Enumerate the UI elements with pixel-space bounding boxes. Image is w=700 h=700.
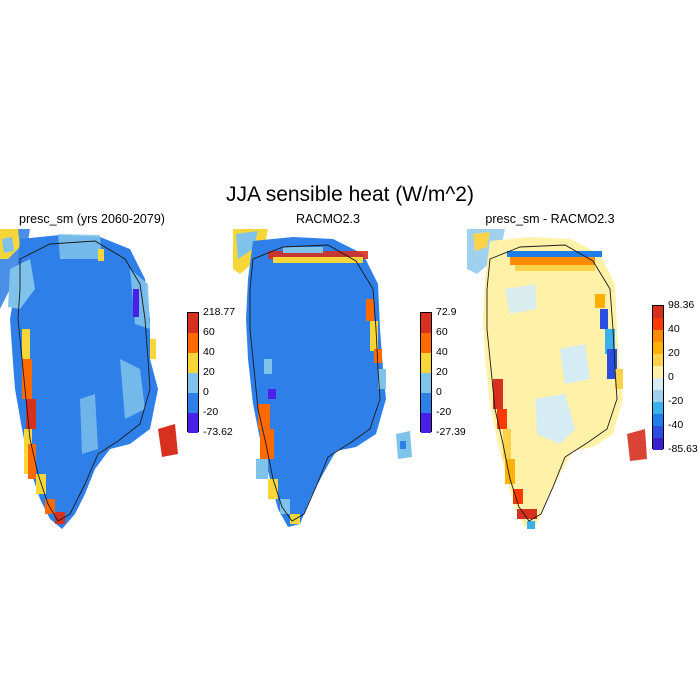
colorbar-tick-label: 218.77 bbox=[203, 306, 236, 318]
colorbar-segment bbox=[188, 333, 198, 353]
greenland-map bbox=[0, 229, 178, 529]
colorbar-tick-label: 40 bbox=[203, 346, 215, 358]
colorbar-tick-label: 0 bbox=[668, 371, 674, 383]
greenland-map bbox=[467, 229, 647, 529]
colorbar-segment bbox=[653, 402, 663, 414]
colorbar-tick-label: 20 bbox=[436, 366, 448, 378]
colorbar-segment bbox=[653, 426, 663, 438]
colorbar-tick-label: -27.39 bbox=[436, 426, 466, 438]
panel-title: presc_sm (yrs 2060-2079) bbox=[19, 212, 165, 226]
colorbar-tick-label: -73.62 bbox=[203, 426, 233, 438]
colorbar-tick-label: -20 bbox=[668, 395, 684, 407]
colorbar-swatches bbox=[187, 312, 199, 433]
colorbar-swatches bbox=[652, 305, 664, 450]
colorbar-tick-label: -20 bbox=[436, 406, 452, 418]
colorbar-segment bbox=[653, 354, 663, 366]
colorbar-tick-label: 40 bbox=[668, 323, 680, 335]
colorbar-tick-label: 60 bbox=[203, 326, 215, 338]
colorbar-tick-label: 0 bbox=[436, 386, 442, 398]
ice-sheet-region bbox=[10, 235, 158, 529]
colorbar-tick-label: 20 bbox=[668, 347, 680, 359]
colorbar-segment bbox=[653, 414, 663, 426]
colorbar-segment bbox=[653, 366, 663, 378]
map-panel-difference: presc_sm - RACMO2.3 bbox=[465, 212, 665, 532]
colorbar-segment bbox=[653, 378, 663, 390]
colorbar-tick-label: -20 bbox=[203, 406, 219, 418]
colorbar-segment bbox=[653, 318, 663, 330]
colorbar-segment bbox=[188, 353, 198, 373]
colorbar-segment bbox=[421, 393, 431, 413]
colorbar-tick-label: 40 bbox=[436, 346, 448, 358]
colorbar-segment bbox=[188, 313, 198, 333]
colorbar-tick-label: 0 bbox=[203, 386, 209, 398]
colorbar-tick-label: -85.63 bbox=[668, 443, 698, 455]
panel-title: RACMO2.3 bbox=[296, 212, 360, 226]
colorbar-segment bbox=[653, 330, 663, 342]
colorbar-segment bbox=[421, 313, 431, 333]
colorbar-tick-label: 20 bbox=[203, 366, 215, 378]
colorbar-segment bbox=[421, 353, 431, 373]
ice-sheet-region bbox=[483, 237, 623, 527]
colorbar-segment bbox=[188, 413, 198, 433]
map-panel-racmo: RACMO2.3 bbox=[228, 212, 428, 532]
colorbar-tick-label: 72.9 bbox=[436, 306, 457, 318]
colorbar-segment bbox=[653, 438, 663, 450]
colorbar-segment bbox=[188, 373, 198, 393]
colorbar-segment bbox=[653, 342, 663, 354]
colorbar-segment bbox=[421, 333, 431, 353]
ice-sheet-region bbox=[246, 237, 386, 527]
colorbar-segment bbox=[653, 306, 663, 318]
colorbar-tick-label: 98.36 bbox=[668, 299, 695, 311]
colorbar-segment bbox=[421, 413, 431, 433]
greenland-map bbox=[233, 229, 412, 527]
colorbar-segment bbox=[653, 390, 663, 402]
colorbar-swatches bbox=[420, 312, 432, 433]
panel-title: presc_sm - RACMO2.3 bbox=[485, 212, 615, 226]
colorbar-segment bbox=[188, 393, 198, 413]
colorbar-segment bbox=[421, 373, 431, 393]
figure-title: JJA sensible heat (W/m^2) bbox=[226, 183, 474, 206]
colorbar-tick-label: 60 bbox=[436, 326, 448, 338]
map-panel-presc-sm: presc_sm (yrs 2060-2079) bbox=[0, 212, 200, 532]
colorbar-tick-label: -40 bbox=[668, 419, 684, 431]
